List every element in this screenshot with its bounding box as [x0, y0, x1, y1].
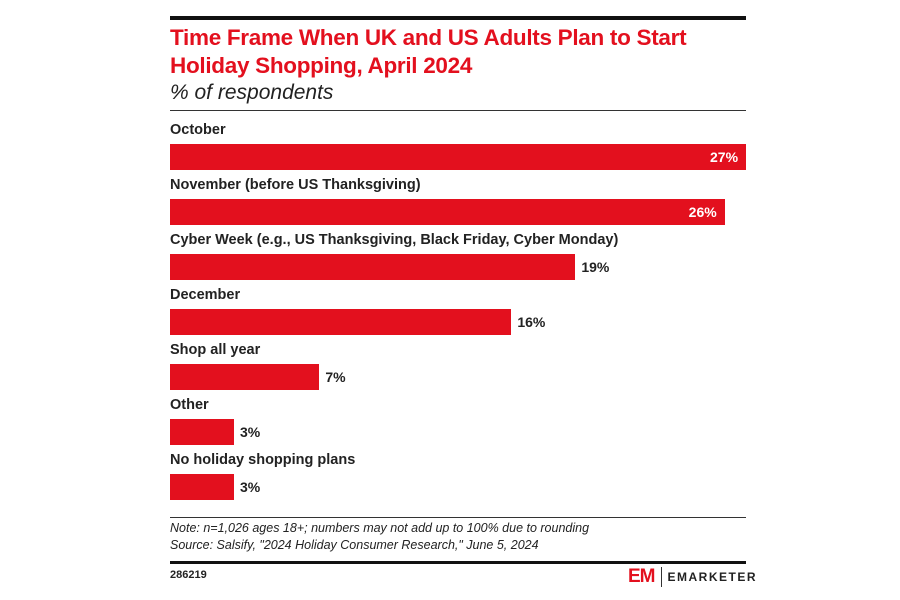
- chart-source: Source: Salsify, "2024 Holiday Consumer …: [170, 538, 539, 552]
- chart-subtitle: % of respondents: [170, 81, 334, 104]
- value-label: 3%: [240, 424, 261, 440]
- chart-id: 286219: [170, 569, 207, 581]
- category-label: No holiday shopping plans: [170, 452, 356, 468]
- bar: [170, 144, 746, 170]
- emarketer-logo: EM EMARKETER: [628, 566, 757, 588]
- value-label: 27%: [710, 149, 739, 165]
- header-divider: [170, 110, 746, 111]
- category-label: Shop all year: [170, 342, 261, 358]
- bar: [170, 199, 725, 225]
- category-label: October: [170, 122, 226, 138]
- value-label: 19%: [581, 259, 610, 275]
- value-label: 7%: [325, 369, 346, 385]
- bar: [170, 474, 234, 500]
- bar: [170, 364, 320, 390]
- top-rule: [170, 16, 746, 20]
- bar: [170, 419, 234, 445]
- value-label: 26%: [688, 204, 717, 220]
- bar: [170, 254, 576, 280]
- category-label: November (before US Thanksgiving): [170, 177, 421, 193]
- footer-divider: [170, 517, 746, 518]
- chart-title: Time Frame When UK and US Adults Plan to…: [170, 25, 687, 78]
- value-label: 16%: [517, 314, 546, 330]
- category-label: Other: [170, 397, 209, 413]
- category-label: December: [170, 287, 241, 303]
- logo-text: EMARKETER: [667, 570, 758, 584]
- category-label: Cyber Week (e.g., US Thanksgiving, Black…: [170, 232, 619, 248]
- bar: [170, 309, 512, 335]
- value-label: 3%: [240, 479, 261, 495]
- logo-mark: EM: [628, 566, 655, 587]
- chart-note: Note: n=1,026 ages 18+; numbers may not …: [170, 521, 590, 535]
- bottom-rule: [170, 561, 746, 564]
- logo-separator: [660, 567, 662, 587]
